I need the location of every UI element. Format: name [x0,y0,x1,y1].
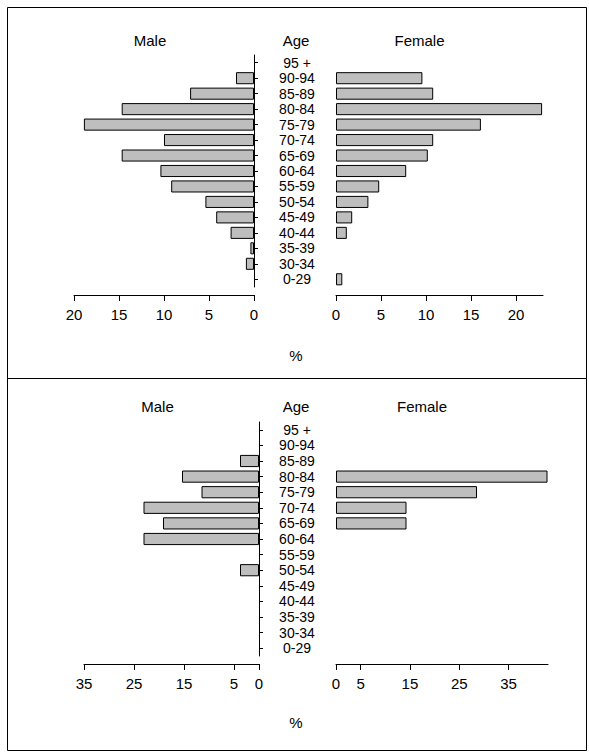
svg-text:40-44: 40-44 [279,225,315,241]
svg-text:25: 25 [126,675,143,692]
svg-text:35-39: 35-39 [279,240,315,256]
svg-text:50-54: 50-54 [279,194,315,210]
svg-text:45-49: 45-49 [279,578,315,594]
svg-text:60-64: 60-64 [279,531,315,547]
svg-text:45-49: 45-49 [279,209,315,225]
svg-text:Age: Age [283,398,310,415]
svg-text:50-54: 50-54 [279,562,315,578]
svg-text:95 +: 95 + [283,55,311,71]
svg-text:85-89: 85-89 [279,453,315,469]
svg-text:80-84: 80-84 [279,101,315,117]
svg-text:Female: Female [394,32,444,49]
svg-text:10: 10 [156,306,173,323]
svg-text:Age: Age [283,32,310,49]
svg-text:0-29: 0-29 [283,640,311,656]
svg-text:5: 5 [356,675,364,692]
svg-text:95 +: 95 + [283,422,311,438]
svg-text:35: 35 [76,675,93,692]
svg-text:5: 5 [205,306,213,323]
svg-text:70-74: 70-74 [279,132,315,148]
svg-text:90-94: 90-94 [279,70,315,86]
svg-text:Male: Male [134,32,167,49]
svg-text:35: 35 [500,675,517,692]
svg-text:%: % [289,347,302,364]
svg-text:90-94: 90-94 [279,437,315,453]
svg-text:70-74: 70-74 [279,500,315,516]
svg-text:0: 0 [332,675,340,692]
svg-text:0-29: 0-29 [283,271,311,287]
svg-text:0: 0 [255,675,263,692]
svg-text:%: % [289,714,302,731]
svg-text:75-79: 75-79 [279,117,315,133]
svg-text:55-59: 55-59 [279,547,315,563]
svg-text:80-84: 80-84 [279,469,315,485]
svg-text:15: 15 [402,675,419,692]
svg-text:15: 15 [176,675,193,692]
svg-text:65-69: 65-69 [279,148,315,164]
svg-text:20: 20 [66,306,83,323]
svg-text:10: 10 [418,306,435,323]
svg-text:35-39: 35-39 [279,609,315,625]
svg-text:40-44: 40-44 [279,593,315,609]
svg-text:30-34: 30-34 [279,256,315,272]
svg-text:30-34: 30-34 [279,625,315,641]
svg-text:25: 25 [451,675,468,692]
svg-text:Female: Female [397,398,447,415]
svg-text:65-69: 65-69 [279,515,315,531]
svg-text:5: 5 [377,306,385,323]
svg-text:15: 15 [111,306,128,323]
svg-text:85-89: 85-89 [279,86,315,102]
svg-text:Male: Male [141,398,174,415]
svg-text:60-64: 60-64 [279,163,315,179]
svg-text:20: 20 [508,306,525,323]
svg-text:75-79: 75-79 [279,484,315,500]
svg-text:0: 0 [250,306,258,323]
svg-text:5: 5 [230,675,238,692]
svg-text:0: 0 [332,306,340,323]
svg-text:15: 15 [463,306,480,323]
svg-text:55-59: 55-59 [279,178,315,194]
